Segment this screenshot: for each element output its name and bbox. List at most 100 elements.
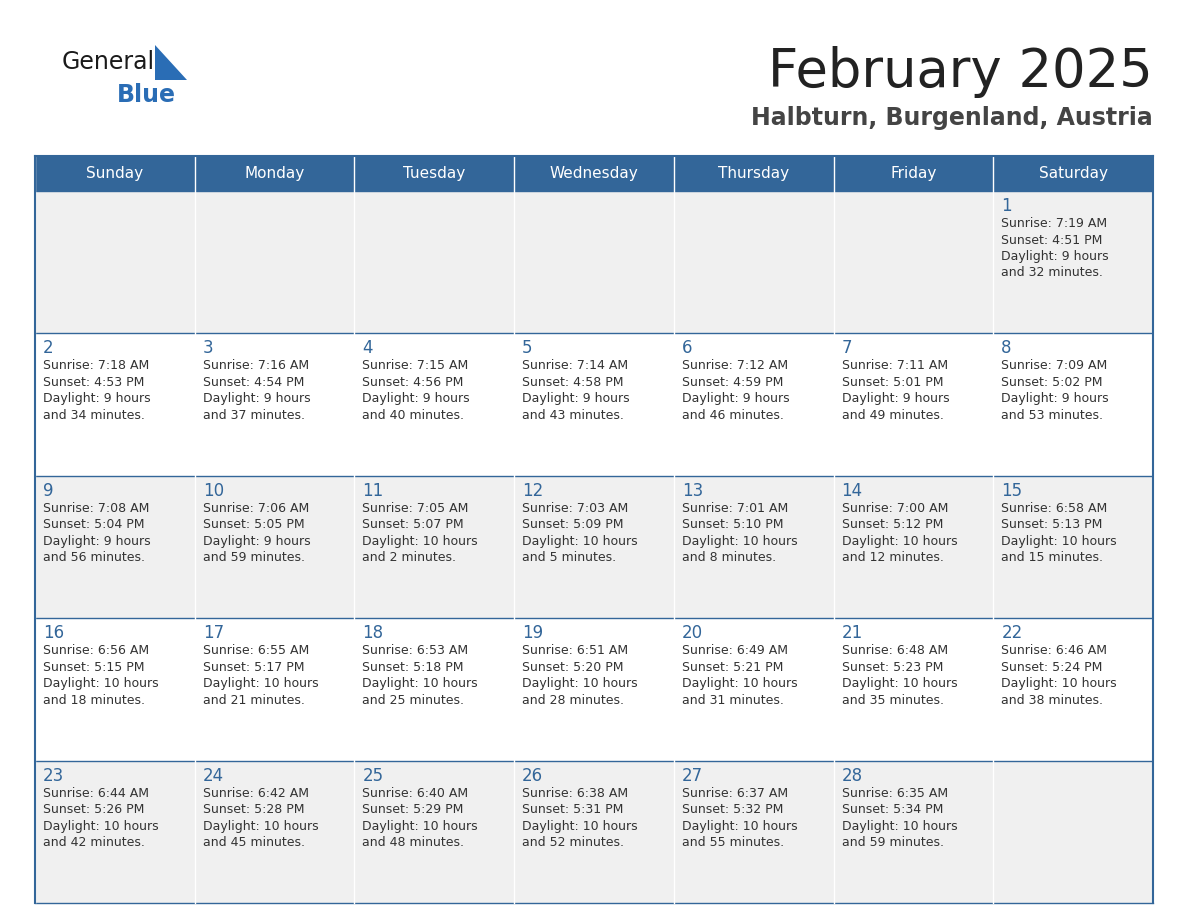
Bar — [834, 191, 993, 333]
Text: and 56 minutes.: and 56 minutes. — [43, 552, 145, 565]
Bar — [993, 761, 1154, 903]
Text: and 45 minutes.: and 45 minutes. — [203, 836, 304, 849]
Text: Daylight: 10 hours: Daylight: 10 hours — [1001, 535, 1117, 548]
Text: Sunrise: 6:58 AM: Sunrise: 6:58 AM — [1001, 502, 1107, 515]
Polygon shape — [154, 45, 187, 80]
Text: Sunset: 5:15 PM: Sunset: 5:15 PM — [43, 661, 145, 674]
Text: and 35 minutes.: and 35 minutes. — [841, 694, 943, 707]
Text: 6: 6 — [682, 340, 693, 357]
Text: Daylight: 9 hours: Daylight: 9 hours — [523, 392, 630, 406]
Bar — [195, 618, 354, 761]
Text: Sunrise: 6:56 AM: Sunrise: 6:56 AM — [43, 644, 150, 657]
Text: Sunset: 5:12 PM: Sunset: 5:12 PM — [841, 519, 943, 532]
Bar — [34, 761, 195, 903]
Text: and 32 minutes.: and 32 minutes. — [1001, 266, 1104, 279]
Text: Daylight: 10 hours: Daylight: 10 hours — [203, 820, 318, 833]
Bar — [354, 476, 514, 618]
Text: Daylight: 10 hours: Daylight: 10 hours — [43, 820, 159, 833]
Bar — [514, 618, 674, 761]
Text: Daylight: 10 hours: Daylight: 10 hours — [682, 535, 797, 548]
Text: 26: 26 — [523, 767, 543, 785]
Text: 19: 19 — [523, 624, 543, 643]
Text: and 15 minutes.: and 15 minutes. — [1001, 552, 1104, 565]
Text: 28: 28 — [841, 767, 862, 785]
Bar — [195, 761, 354, 903]
Text: Sunrise: 7:14 AM: Sunrise: 7:14 AM — [523, 360, 628, 373]
Text: Sunset: 5:02 PM: Sunset: 5:02 PM — [1001, 375, 1102, 389]
Text: and 5 minutes.: and 5 minutes. — [523, 552, 617, 565]
Text: and 52 minutes.: and 52 minutes. — [523, 836, 624, 849]
Text: Daylight: 9 hours: Daylight: 9 hours — [1001, 392, 1108, 406]
Text: Daylight: 10 hours: Daylight: 10 hours — [682, 677, 797, 690]
Text: 2: 2 — [43, 340, 53, 357]
Text: Sunset: 5:29 PM: Sunset: 5:29 PM — [362, 803, 463, 816]
Bar — [34, 191, 195, 333]
Text: and 31 minutes.: and 31 minutes. — [682, 694, 784, 707]
Text: and 59 minutes.: and 59 minutes. — [203, 552, 304, 565]
Text: Sunset: 4:58 PM: Sunset: 4:58 PM — [523, 375, 624, 389]
Text: Sunset: 4:53 PM: Sunset: 4:53 PM — [43, 375, 145, 389]
Text: 15: 15 — [1001, 482, 1023, 499]
Text: 10: 10 — [203, 482, 223, 499]
Text: Sunset: 5:04 PM: Sunset: 5:04 PM — [43, 519, 145, 532]
Text: Sunset: 5:23 PM: Sunset: 5:23 PM — [841, 661, 943, 674]
Bar — [674, 761, 834, 903]
Text: Sunrise: 7:01 AM: Sunrise: 7:01 AM — [682, 502, 788, 515]
Text: Sunrise: 6:46 AM: Sunrise: 6:46 AM — [1001, 644, 1107, 657]
Text: 3: 3 — [203, 340, 214, 357]
Text: 24: 24 — [203, 767, 223, 785]
Text: Sunrise: 7:18 AM: Sunrise: 7:18 AM — [43, 360, 150, 373]
Text: Sunrise: 6:37 AM: Sunrise: 6:37 AM — [682, 787, 788, 800]
Bar — [834, 156, 993, 191]
Text: 8: 8 — [1001, 340, 1012, 357]
Bar — [674, 618, 834, 761]
Text: Sunset: 5:01 PM: Sunset: 5:01 PM — [841, 375, 943, 389]
Text: 16: 16 — [43, 624, 64, 643]
Text: Sunrise: 6:44 AM: Sunrise: 6:44 AM — [43, 787, 148, 800]
Text: Daylight: 9 hours: Daylight: 9 hours — [43, 535, 151, 548]
Text: Daylight: 9 hours: Daylight: 9 hours — [1001, 250, 1108, 263]
Text: Daylight: 9 hours: Daylight: 9 hours — [362, 392, 470, 406]
Bar — [674, 156, 834, 191]
Bar — [354, 156, 514, 191]
Text: Daylight: 10 hours: Daylight: 10 hours — [841, 677, 958, 690]
Text: Daylight: 10 hours: Daylight: 10 hours — [362, 535, 478, 548]
Text: Daylight: 10 hours: Daylight: 10 hours — [523, 820, 638, 833]
Bar — [674, 191, 834, 333]
Text: Daylight: 9 hours: Daylight: 9 hours — [43, 392, 151, 406]
Text: Sunrise: 6:49 AM: Sunrise: 6:49 AM — [682, 644, 788, 657]
Text: Daylight: 9 hours: Daylight: 9 hours — [841, 392, 949, 406]
Text: Wednesday: Wednesday — [550, 166, 638, 181]
Text: Sunrise: 6:55 AM: Sunrise: 6:55 AM — [203, 644, 309, 657]
Text: Sunset: 5:34 PM: Sunset: 5:34 PM — [841, 803, 943, 816]
Text: 14: 14 — [841, 482, 862, 499]
Bar — [195, 156, 354, 191]
Text: Daylight: 9 hours: Daylight: 9 hours — [203, 535, 310, 548]
Text: and 42 minutes.: and 42 minutes. — [43, 836, 145, 849]
Text: Sunset: 5:10 PM: Sunset: 5:10 PM — [682, 519, 783, 532]
Text: Sunrise: 7:05 AM: Sunrise: 7:05 AM — [362, 502, 469, 515]
Text: and 2 minutes.: and 2 minutes. — [362, 552, 456, 565]
Text: Saturday: Saturday — [1038, 166, 1107, 181]
Text: Daylight: 9 hours: Daylight: 9 hours — [682, 392, 790, 406]
Text: and 59 minutes.: and 59 minutes. — [841, 836, 943, 849]
Bar — [993, 333, 1154, 476]
Text: February 2025: February 2025 — [769, 46, 1154, 98]
Text: 20: 20 — [682, 624, 703, 643]
Text: Daylight: 10 hours: Daylight: 10 hours — [841, 535, 958, 548]
Text: 1: 1 — [1001, 197, 1012, 215]
Text: Daylight: 10 hours: Daylight: 10 hours — [1001, 677, 1117, 690]
Text: and 25 minutes.: and 25 minutes. — [362, 694, 465, 707]
Text: Sunset: 5:09 PM: Sunset: 5:09 PM — [523, 519, 624, 532]
Text: Sunrise: 6:40 AM: Sunrise: 6:40 AM — [362, 787, 468, 800]
Bar — [834, 761, 993, 903]
Text: 23: 23 — [43, 767, 64, 785]
Text: Sunset: 4:51 PM: Sunset: 4:51 PM — [1001, 233, 1102, 247]
Text: Sunrise: 7:00 AM: Sunrise: 7:00 AM — [841, 502, 948, 515]
Text: 25: 25 — [362, 767, 384, 785]
Text: and 38 minutes.: and 38 minutes. — [1001, 694, 1104, 707]
Bar — [354, 191, 514, 333]
Text: Daylight: 10 hours: Daylight: 10 hours — [43, 677, 159, 690]
Bar — [993, 618, 1154, 761]
Text: Sunrise: 6:53 AM: Sunrise: 6:53 AM — [362, 644, 468, 657]
